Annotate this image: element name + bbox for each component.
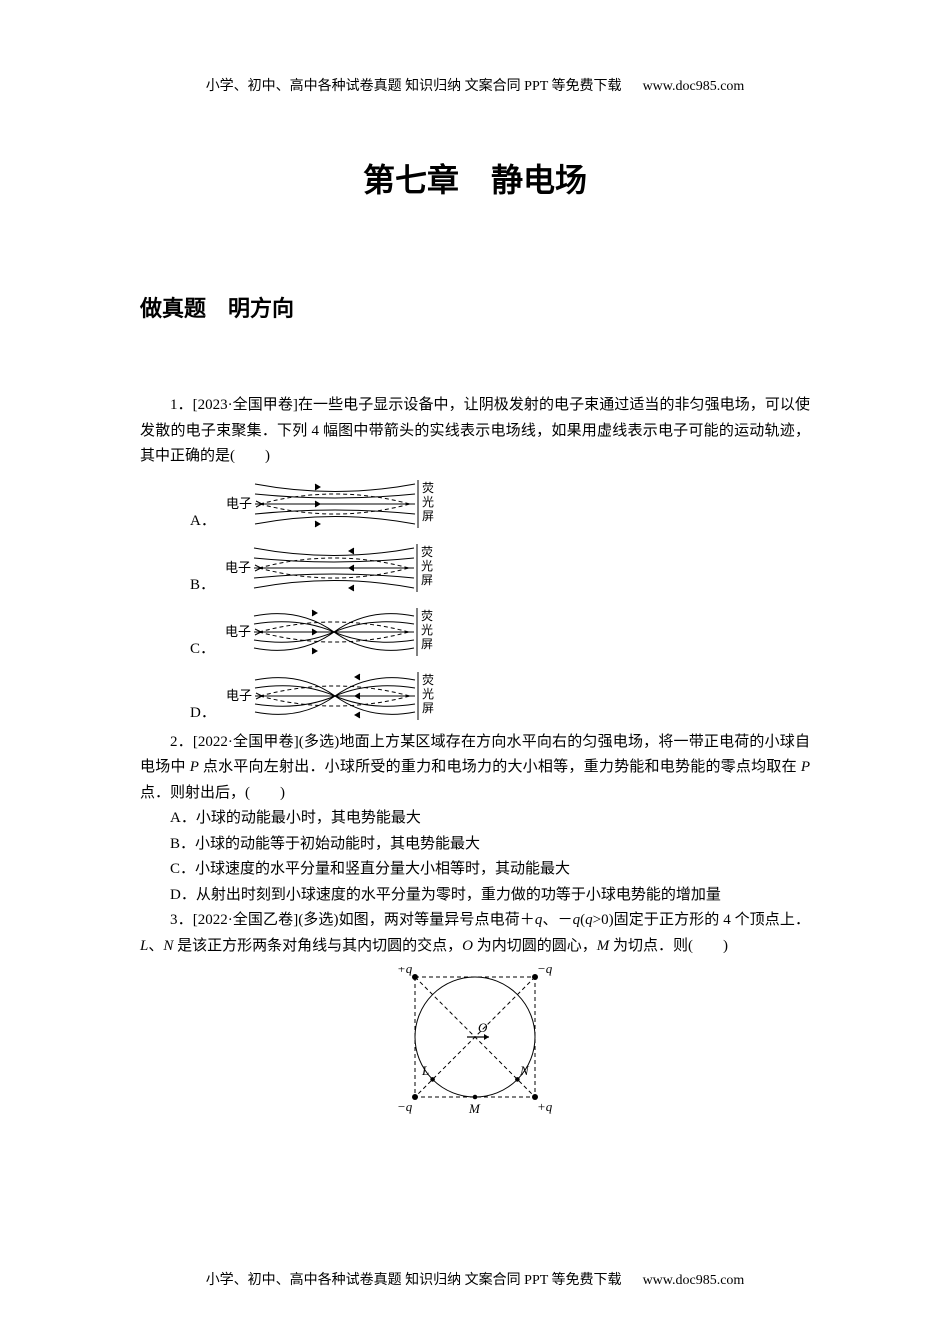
field-diagram-c: 电子 荧 光 屏 xyxy=(219,602,449,662)
svg-text:荧: 荧 xyxy=(421,545,433,559)
field-diagram-a: 电子 荧 光 屏 xyxy=(220,474,450,534)
electron-label: 电子 xyxy=(226,496,252,511)
q1-text: 1．[2023·全国甲卷]在一些电子显示设备中，让阴极发射的电子束通过适当的非匀… xyxy=(140,393,810,470)
q2-opt-a: A．小球的动能最小时，其电势能最大 xyxy=(140,806,810,832)
q2-opt-c: C．小球速度的水平分量和竖直分量大小相等时，其动能最大 xyxy=(140,857,810,883)
svg-text:屏: 屏 xyxy=(421,573,433,587)
field-diagram-b: 电子 荧 光 屏 xyxy=(219,538,449,598)
label-L: L xyxy=(421,1063,429,1078)
header-text-cn: 小学、初中、高中各种试卷真题 知识归纳 文案合同 PPT 等免费下载 xyxy=(206,79,622,94)
q1-opt-d-label: D． xyxy=(190,701,216,726)
svg-text:光: 光 xyxy=(421,559,433,573)
header-domain: www.doc985.com xyxy=(643,79,745,94)
page-content: 小学、初中、高中各种试卷真题 知识归纳 文案合同 PPT 等免费下载 www.d… xyxy=(0,0,950,1192)
screen-label-2: 光 xyxy=(422,495,434,509)
label-M: M xyxy=(468,1101,481,1116)
q1-fig-d: 电子 荧 光 屏 xyxy=(220,666,450,726)
q1-opt-a-row: A． 电子 xyxy=(190,474,810,534)
electron-label: 电子 xyxy=(225,560,251,575)
q1-opt-c-row: C． 电子 xyxy=(190,602,810,662)
q1-fig-a: 电子 荧 光 屏 xyxy=(220,474,450,534)
svg-text:屏: 屏 xyxy=(421,637,433,651)
svg-text:屏: 屏 xyxy=(422,701,434,715)
label-plus-q-tl: +q xyxy=(397,967,413,976)
header: 小学、初中、高中各种试卷真题 知识归纳 文案合同 PPT 等免费下载 www.d… xyxy=(140,75,810,95)
q3-prefix: 3．[2022·全国乙卷](多选) xyxy=(170,912,338,928)
q1-figures: A． 电子 xyxy=(140,474,810,726)
q1-fig-c: 电子 荧 光 屏 xyxy=(219,602,449,662)
q1-opt-c-label: C． xyxy=(190,637,215,662)
svg-text:电子: 电子 xyxy=(225,624,251,639)
q1-prefix: 1．[2023·全国甲卷] xyxy=(170,397,298,413)
footer-text-cn: 小学、初中、高中各种试卷真题 知识归纳 文案合同 PPT 等免费下载 xyxy=(206,1273,622,1288)
q1-opt-d-row: D． 电子 xyxy=(190,666,810,726)
q1-opt-b-row: B． 电子 xyxy=(190,538,810,598)
svg-text:光: 光 xyxy=(422,687,434,701)
screen-label-1: 荧 xyxy=(422,481,434,495)
footer-domain: www.doc985.com xyxy=(643,1273,745,1288)
label-N: N xyxy=(519,1063,530,1078)
svg-text:荧: 荧 xyxy=(421,609,433,623)
svg-text:电子: 电子 xyxy=(226,688,252,703)
label-O: O xyxy=(478,1020,488,1035)
svg-text:荧: 荧 xyxy=(422,673,434,687)
footer: 小学、初中、高中各种试卷真题 知识归纳 文案合同 PPT 等免费下载 www.d… xyxy=(0,1269,950,1289)
label-minus-q-bl: −q xyxy=(397,1099,413,1114)
q2-opt-b: B．小球的动能等于初始动能时，其电势能最大 xyxy=(140,832,810,858)
q1-fig-b: 电子 荧 光 屏 xyxy=(219,538,449,598)
screen-label-3: 屏 xyxy=(422,509,434,523)
section-title: 做真题 明方向 xyxy=(140,291,810,323)
chapter-title: 第七章 静电场 xyxy=(140,155,810,201)
q1-opt-b-label: B． xyxy=(190,573,215,598)
q3-figure: +q −q −q +q L N O M xyxy=(140,967,810,1142)
label-plus-q-br: +q xyxy=(537,1099,553,1114)
field-diagram-d: 电子 荧 光 屏 xyxy=(220,666,450,726)
q3-text: 3．[2022·全国乙卷](多选)如图，两对等量异号点电荷＋q、－q(q>0)固… xyxy=(140,908,810,959)
q2-text: 2．[2022·全国甲卷](多选)地面上方某区域存在方向水平向右的匀强电场，将一… xyxy=(140,730,810,807)
q2-prefix: 2．[2022·全国甲卷](多选) xyxy=(170,734,339,750)
svg-text:光: 光 xyxy=(421,623,433,637)
square-charge-diagram: +q −q −q +q L N O M xyxy=(385,967,565,1142)
q1-opt-a-label: A． xyxy=(190,509,216,534)
label-minus-q-tr: −q xyxy=(537,967,553,976)
q2-opt-d: D．从射出时刻到小球速度的水平分量为零时，重力做的功等于小球电势能的增加量 xyxy=(140,883,810,909)
